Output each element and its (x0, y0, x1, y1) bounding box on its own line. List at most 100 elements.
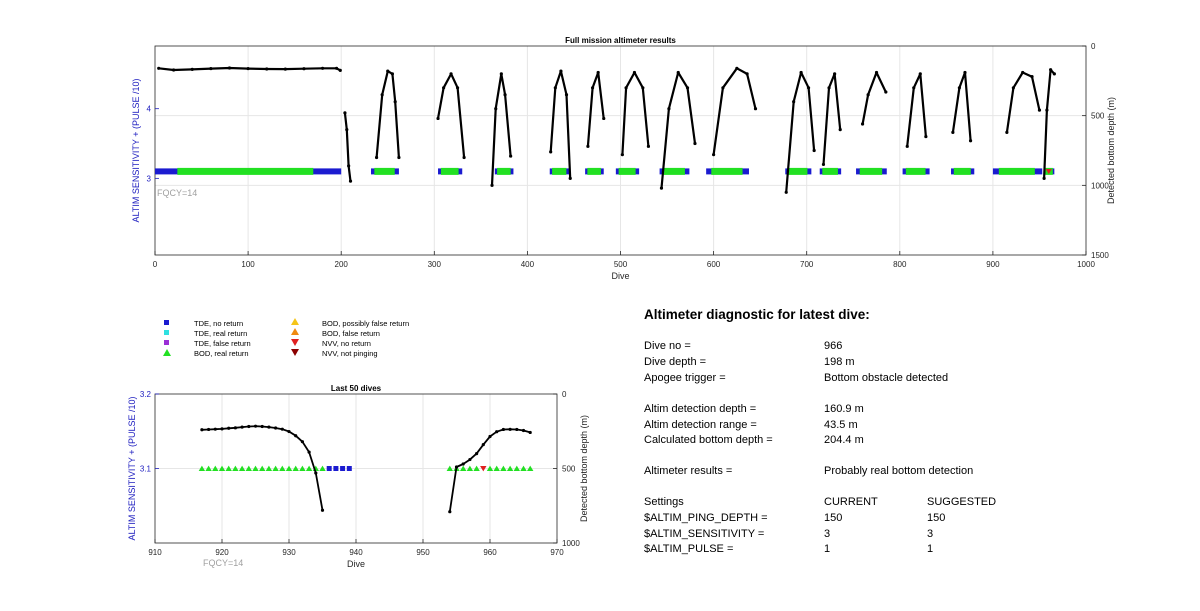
bod-real-return-marker (212, 465, 219, 472)
y-right-tick-label: 1000 (562, 539, 580, 548)
last-50-dives-chart: 910 920 930 940 950 960 970 3.1 3.2 0 500 1000 Last … (127, 384, 589, 569)
depth-point (884, 90, 888, 94)
depth-point (209, 66, 213, 71)
bod-real-return-marker (493, 465, 500, 472)
depth-point (624, 86, 628, 90)
depth-point (227, 426, 231, 430)
depth-point (334, 66, 339, 70)
pulse-label: $ALTIM_PULSE = (644, 543, 734, 555)
bod-real-return-marker (513, 465, 520, 472)
depth-point (641, 86, 645, 90)
x-tick-label: 700 (800, 260, 814, 269)
calculated-bottom-depth-label: Calculated bottom depth = (644, 434, 773, 446)
depth-point (302, 67, 306, 71)
suggested-header: SUGGESTED (927, 496, 997, 508)
altimeter-results-value: Probably real bottom detection (824, 465, 974, 477)
depth-point (602, 116, 606, 121)
depth-point (343, 111, 347, 115)
tde-no-return-marker (333, 466, 339, 471)
depth-profile-line (375, 69, 400, 158)
x-tick-label: 400 (521, 260, 535, 269)
depth-point (659, 186, 664, 190)
legend-label-nvv-no-return: NVV, no return (322, 339, 371, 348)
bod-real-return-marker (225, 465, 232, 472)
depth-point (247, 424, 251, 429)
altim-detection-depth-value: 160.9 m (824, 403, 864, 415)
bod-real-return-marker (446, 465, 453, 472)
altimeter-results-label: Altimeter results = (644, 465, 733, 477)
y-left-tick-label: 3.2 (140, 390, 152, 399)
depth-point (449, 72, 453, 76)
depth-point (521, 428, 526, 433)
depth-point (860, 122, 865, 126)
legend-label-tde-real-return: TDE, real return (194, 329, 248, 338)
settings-header: Settings (644, 496, 684, 508)
depth-point (918, 72, 922, 76)
depth-point (280, 427, 284, 431)
chart-title: Full mission altimeter results (565, 36, 676, 45)
x-tick-label: 100 (241, 260, 255, 269)
bod-real-return-band (497, 167, 511, 175)
depth-point (207, 427, 211, 432)
depth-point (481, 443, 485, 447)
depth-point (454, 465, 459, 469)
depth-point (912, 86, 916, 90)
depth-point (745, 72, 749, 76)
depth-point (436, 116, 440, 121)
depth-point (213, 427, 217, 431)
depth-point (345, 128, 349, 132)
chart-title: Last 50 dives (331, 384, 382, 393)
depth-point (515, 427, 519, 432)
pulse-current: 1 (824, 543, 831, 555)
depth-point (265, 67, 269, 71)
depth-point (240, 425, 244, 429)
legend-symbol-nvv-no-return (291, 339, 299, 346)
depth-point (287, 429, 291, 434)
depth-point (833, 72, 837, 76)
depth-point (712, 153, 716, 157)
legend-symbol-tde-real-return (164, 330, 169, 335)
depth-point (784, 190, 788, 194)
altim-detection-range-label: Altim detection range = (644, 419, 757, 431)
diagnostic-title: Altimeter diagnostic for latest dive: (644, 307, 870, 322)
depth-point (260, 424, 264, 429)
depth-point (488, 434, 492, 439)
depth-point (905, 144, 909, 148)
depth-point (157, 66, 161, 70)
bod-real-return-band (905, 167, 926, 175)
depth-point (448, 510, 452, 514)
legend-label-bod-false-return: BOD, false return (322, 329, 380, 338)
bod-real-return-band (711, 167, 743, 175)
y-right-tick-label: 500 (1091, 112, 1105, 121)
y-left-tick-label: 3.1 (140, 465, 152, 474)
x-tick-label: 940 (349, 548, 363, 557)
x-axis-label: Dive (611, 271, 629, 281)
y-right-axis-label: Detected bottom depth (m) (579, 415, 589, 522)
legend-symbol-bod-false-return (291, 328, 299, 335)
bod-real-return-marker (265, 465, 273, 472)
depth-point (596, 70, 600, 75)
legend-symbol-tde-false-return (164, 340, 169, 345)
y-right-tick-label: 0 (1091, 42, 1096, 51)
depth-point (753, 107, 758, 111)
depth-point (501, 427, 505, 432)
sensitivity-suggested: 3 (927, 528, 934, 540)
depth-point (393, 100, 397, 104)
depth-point (874, 70, 879, 75)
depth-point (283, 67, 287, 71)
depth-point (792, 100, 796, 104)
x-tick-label: 910 (148, 548, 162, 557)
depth-point (646, 144, 651, 148)
bod-real-return-marker (520, 465, 527, 472)
depth-point (1005, 130, 1009, 134)
x-tick-label: 800 (893, 260, 907, 269)
bod-real-return-band (618, 167, 636, 175)
depth-point (246, 66, 250, 71)
x-tick-label: 970 (550, 548, 564, 557)
depth-point (220, 427, 224, 431)
depth-point (1052, 72, 1056, 76)
legend-symbol-tde-no-return (164, 320, 169, 325)
x-tick-label: 500 (614, 260, 628, 269)
depth-point (475, 452, 479, 456)
nvv-no-return-marker (1045, 169, 1052, 175)
